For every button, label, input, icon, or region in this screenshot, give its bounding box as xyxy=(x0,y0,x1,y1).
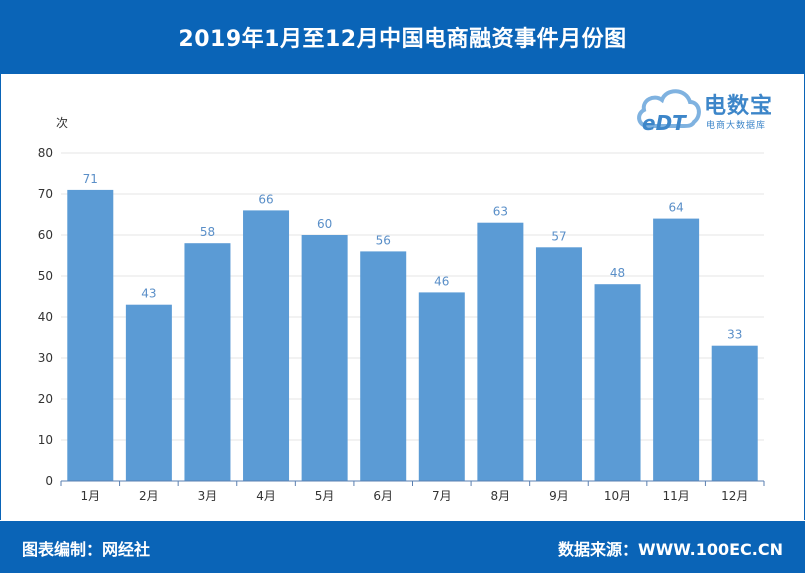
logo-name: 电数宝 xyxy=(704,94,774,119)
x-tick-label: 9月 xyxy=(549,489,569,503)
x-tick-label: 4月 xyxy=(256,489,276,503)
data-label: 57 xyxy=(551,229,566,243)
y-tick-label: 80 xyxy=(38,146,53,160)
x-tick-label: 1月 xyxy=(80,489,100,503)
chart-credit: 图表编制：网经社 xyxy=(22,540,151,559)
bar-chart: 0 10 20 30 40 50 60 70 80 次 71 43 58 66 60 56 46 63 57 48… xyxy=(38,116,765,503)
data-label: 64 xyxy=(668,201,683,215)
chart-title: 2019年1月至12月中国电商融资事件月份图 xyxy=(178,27,627,52)
data-label: 66 xyxy=(258,192,273,206)
data-source: 数据来源：WWW.100EC.CN xyxy=(557,540,783,559)
x-axis-ticks: 1月 2月 3月 4月 5月 6月 7月 8月 9月 10月 11月 12月 xyxy=(60,481,765,503)
brand-logo: eDT 电数宝 电商大数据库 xyxy=(634,80,794,136)
y-tick-label: 0 xyxy=(45,474,53,488)
x-tick-label: 6月 xyxy=(373,489,393,503)
value-labels: 71 43 58 66 60 56 46 63 57 48 64 33 xyxy=(83,172,743,342)
bar xyxy=(184,243,231,481)
bar xyxy=(125,304,172,481)
chart-footer: 图表编制：网经社 数据来源：WWW.100EC.CN xyxy=(0,521,805,573)
data-label: 60 xyxy=(317,217,332,231)
data-label: 46 xyxy=(434,274,449,288)
y-tick-label: 20 xyxy=(38,392,53,406)
y-tick-label: 30 xyxy=(38,351,53,365)
y-tick-label: 10 xyxy=(38,433,53,447)
bar xyxy=(653,218,700,481)
y-axis-ticks: 0 10 20 30 40 50 60 70 80 xyxy=(38,146,53,488)
bar xyxy=(711,345,758,481)
x-tick-label: 2月 xyxy=(139,489,159,503)
bar xyxy=(477,222,524,481)
bar xyxy=(535,247,582,481)
x-tick-label: 11月 xyxy=(662,489,689,503)
bar xyxy=(418,292,465,481)
logo-tagline: 电商大数据库 xyxy=(706,121,767,131)
x-tick-label: 10月 xyxy=(604,489,631,503)
logo-mark: eDT xyxy=(642,111,687,135)
x-tick-label: 12月 xyxy=(721,489,748,503)
bar xyxy=(594,284,641,481)
data-label: 56 xyxy=(376,233,391,247)
grid-lines xyxy=(61,152,764,441)
chart-header: 2019年1月至12月中国电商融资事件月份图 xyxy=(0,0,805,74)
data-label: 58 xyxy=(200,225,215,239)
data-label: 33 xyxy=(727,328,742,342)
bar xyxy=(243,210,290,481)
cloud-icon: eDT xyxy=(637,89,701,135)
data-label: 43 xyxy=(141,287,156,301)
data-label: 48 xyxy=(610,266,625,280)
y-axis-unit: 次 xyxy=(56,116,68,130)
bar xyxy=(67,189,114,481)
y-tick-label: 50 xyxy=(38,269,53,283)
y-tick-label: 70 xyxy=(38,187,53,201)
y-tick-label: 60 xyxy=(38,228,53,242)
bars xyxy=(67,189,758,481)
bar xyxy=(360,251,407,481)
x-tick-label: 8月 xyxy=(491,489,511,503)
y-tick-label: 40 xyxy=(38,310,53,324)
x-tick-label: 7月 xyxy=(432,489,452,503)
data-label: 71 xyxy=(83,172,98,186)
x-tick-label: 3月 xyxy=(198,489,218,503)
x-tick-label: 5月 xyxy=(315,489,335,503)
data-label: 63 xyxy=(493,205,508,219)
bar xyxy=(301,235,348,481)
